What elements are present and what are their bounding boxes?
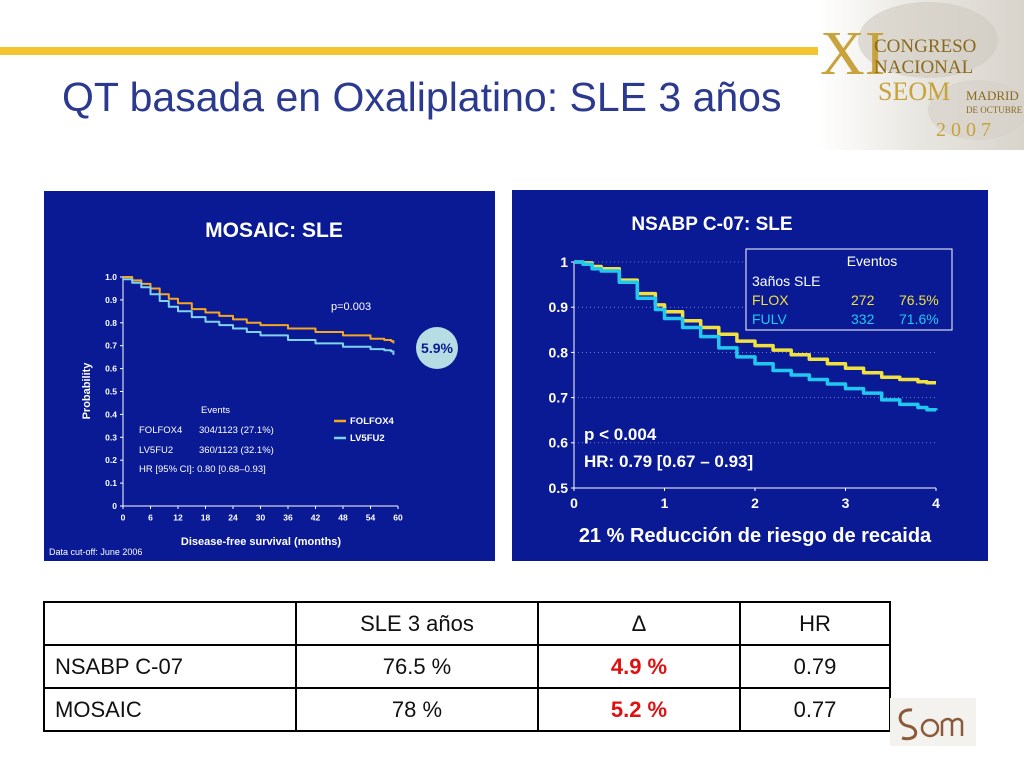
mosaic-x-tick-label: 54 — [366, 513, 376, 523]
table-header-cell: HR — [739, 601, 891, 646]
mosaic-footnote: Data cut-off: June 2006 — [49, 547, 142, 557]
nsabp-y-tick-label: 0.6 — [549, 435, 569, 451]
nsabp-events-pct-1: 71.6% — [899, 311, 939, 327]
mosaic-legend-label-0: FOLFOX4 — [350, 416, 395, 427]
summary-table: SLE 3 años Δ HR NSABP C-07 76.5 % 4.9 % … — [43, 601, 891, 732]
mosaic-hr-text: HR [95% CI]: 0.80 [0.68–0.93] — [139, 464, 266, 475]
nsabp-y-tick-label: 1 — [560, 254, 568, 270]
mosaic-events-header: Events — [201, 405, 230, 416]
mosaic-p-value: p=0.003 — [331, 301, 371, 313]
table-cell-study: NSABP C-07 — [43, 644, 297, 689]
table-row: NSABP C-07 76.5 % 4.9 % 0.79 — [43, 644, 891, 689]
nsabp-y-tick-label: 0.9 — [549, 299, 569, 315]
nsabp-events-count-1: 332 — [851, 311, 875, 327]
table-header-cell: SLE 3 años — [295, 601, 539, 646]
table-row: MOSAIC 78 % 5.2 % 0.77 — [43, 687, 891, 732]
mosaic-y-tick-label: 0.8 — [105, 318, 117, 328]
mosaic-legend-label-1: LV5FU2 — [350, 433, 385, 444]
mosaic-y-tick-label: 0.5 — [105, 386, 117, 396]
title-accent-bar — [0, 47, 830, 55]
mosaic-series-folfox4 — [123, 276, 395, 344]
nsabp-x-tick-label: 2 — [751, 495, 759, 511]
logo-line1: CONGRESO — [874, 36, 976, 57]
table-header-row: SLE 3 años Δ HR — [43, 601, 891, 646]
mosaic-y-tick-label: 0.2 — [105, 455, 117, 465]
nsabp-chart: NSABP C-07: SLE Eventos 3años SLE FLOX 2… — [549, 214, 953, 547]
mosaic-x-tick-label: 36 — [283, 513, 293, 523]
nsabp-y-tick-label: 0.8 — [549, 344, 569, 360]
table-cell-hr: 0.79 — [739, 644, 891, 689]
mosaic-chart-panel: MOSAIC: SLE Probability Disease-free sur… — [44, 191, 495, 561]
nsabp-subtitle: 21 % Reducción de riesgo de recaida — [579, 525, 932, 547]
table-cell-hr: 0.77 — [739, 687, 891, 732]
mosaic-badge-circle — [416, 327, 458, 369]
mosaic-events-arm-1: LV5FU2 — [139, 445, 173, 456]
nsabp-events-pct-0: 76.5% — [899, 292, 939, 308]
mosaic-x-tick-label: 24 — [228, 513, 238, 523]
mosaic-x-tick-label: 30 — [256, 513, 266, 523]
logo-line3: SEOM — [878, 77, 950, 106]
table-header-cell — [43, 601, 297, 646]
mosaic-events-value-0: 304/1123 (27.1%) — [199, 425, 274, 436]
nsabp-hr-text: HR: 0.79 [0.67 – 0.93] — [584, 452, 753, 471]
nsabp-chart-title: NSABP C-07: SLE — [631, 214, 792, 235]
mosaic-x-tick-label: 60 — [393, 513, 403, 523]
nsabp-x-tick-label: 1 — [661, 495, 669, 511]
mosaic-x-tick-label: 42 — [311, 513, 321, 523]
logo-numeral: XI — [820, 20, 885, 88]
logo-line4: MADRID — [966, 88, 1019, 103]
nsabp-y-tick-label: 0.7 — [549, 390, 569, 406]
mosaic-y-tick-label: 0.3 — [105, 432, 117, 442]
nsabp-y-tick-label: 0.5 — [549, 480, 569, 496]
table-cell-study: MOSAIC — [43, 687, 297, 732]
mosaic-chart-title: MOSAIC: SLE — [205, 219, 343, 242]
nsabp-events-box — [745, 248, 953, 331]
logo-line5: DE OCTUBRE — [966, 105, 1023, 115]
mosaic-x-tick-label: 12 — [173, 513, 183, 523]
nsabp-x-tick-label: 3 — [842, 495, 850, 511]
nsabp-x-tick-label: 4 — [932, 495, 940, 511]
congress-logo: XI CONGRESO NACIONAL SEOM MADRID DE OCTU… — [818, 0, 1024, 150]
mosaic-y-tick-label: 0 — [112, 501, 117, 511]
table-cell-delta: 5.2 % — [537, 687, 741, 732]
nsabp-chart-panel: NSABP C-07: SLE Eventos 3años SLE FLOX 2… — [512, 190, 988, 561]
table-cell-delta: 4.9 % — [537, 644, 741, 689]
nsabp-series-fulv — [574, 260, 938, 412]
nsabp-x-tick-label: 0 — [570, 495, 578, 511]
nsabp-events-subheader: 3años SLE — [752, 273, 821, 289]
mosaic-events-arm-0: FOLFOX4 — [139, 425, 182, 436]
mosaic-y-tick-label: 0.9 — [105, 295, 117, 305]
nsabp-events-header: Eventos — [847, 253, 898, 269]
logo-year: 2007 — [936, 119, 996, 141]
nsabp-events-count-0: 272 — [851, 292, 875, 308]
slide-title: QT basada en Oxaliplatino: SLE 3 años — [62, 74, 782, 120]
table-cell-sle: 78 % — [295, 687, 539, 732]
mosaic-badge: 5.9% — [421, 340, 453, 356]
mosaic-y-tick-label: 0.1 — [105, 478, 117, 488]
table-header-cell: Δ — [537, 601, 741, 646]
mosaic-y-tick-label: 1.0 — [105, 272, 117, 282]
mosaic-events-value-1: 360/1123 (32.1%) — [199, 445, 274, 456]
mosaic-y-tick-label: 0.7 — [105, 341, 117, 351]
mosaic-x-tick-label: 18 — [201, 513, 211, 523]
mosaic-y-tick-label: 0.4 — [105, 409, 117, 419]
mosaic-chart: MOSAIC: SLE Probability Disease-free sur… — [49, 219, 458, 557]
mosaic-x-axis-label: Disease-free survival (months) — [181, 536, 342, 548]
mosaic-series-lv5fu2 — [123, 278, 395, 355]
mosaic-x-tick-label: 48 — [338, 513, 348, 523]
nsabp-p-value: p < 0.004 — [584, 425, 657, 444]
nsabp-events-arm-0: FLOX — [752, 292, 789, 308]
mosaic-x-tick-label: 0 — [121, 513, 126, 523]
seom-logo — [890, 698, 976, 746]
mosaic-y-axis-label: Probability — [81, 362, 93, 420]
table-cell-sle: 76.5 % — [295, 644, 539, 689]
mosaic-y-tick-label: 0.6 — [105, 364, 117, 374]
logo-line2: NACIONAL — [874, 57, 973, 78]
nsabp-events-arm-1: FULV — [752, 311, 787, 327]
mosaic-x-tick-label: 6 — [148, 513, 153, 523]
